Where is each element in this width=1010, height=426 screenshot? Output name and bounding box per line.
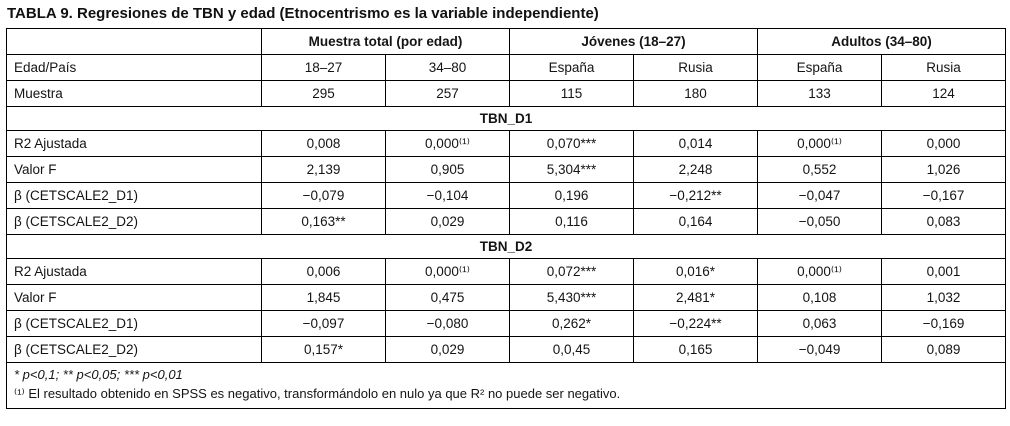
value-cell: −0,104 <box>384 182 511 209</box>
value-cell: 0,552 <box>757 156 883 183</box>
value-cell: 0,108 <box>757 284 883 311</box>
value-cell: −0,224** <box>633 310 759 337</box>
group-header-cell: Adultos (34–80) <box>757 28 1007 55</box>
value-cell: 257 <box>384 80 511 107</box>
column-header-cell: Rusia <box>633 54 759 81</box>
value-cell: 1,026 <box>881 156 1007 183</box>
value-cell: 0,165 <box>633 336 759 363</box>
value-cell: −0,047 <box>757 182 883 209</box>
value-cell: 0,000⁽¹⁾ <box>384 258 511 285</box>
value-cell: 5,430*** <box>509 284 635 311</box>
value-cell: 115 <box>509 80 635 107</box>
column-header-cell: 34–80 <box>384 54 511 81</box>
regression-table: Muestra total (por edad) Jóvenes (18–27) A… <box>5 28 1007 409</box>
value-cell: 0,000⁽¹⁾ <box>757 258 883 285</box>
data-row: Valor F 2,139 0,905 5,304*** 2,248 0,552 1,026 <box>6 156 1007 183</box>
value-cell: −0,212** <box>633 182 759 209</box>
row-label: Muestra <box>6 80 262 107</box>
data-row: R2 Ajustada 0,008 0,000⁽¹⁾ 0,070*** 0,014 0,0… <box>6 130 1007 157</box>
row-label: Valor F <box>6 284 262 311</box>
row-label: β (CETSCALE2_D1) <box>6 310 262 337</box>
value-cell: −0,050 <box>757 208 883 235</box>
group-header-row: Muestra total (por edad) Jóvenes (18–27) A… <box>6 28 1007 55</box>
value-cell: 0,164 <box>633 208 759 235</box>
data-row: β (CETSCALE2_D1) −0,097 −0,080 0,262* −0,224… <box>6 310 1007 337</box>
data-row: β (CETSCALE2_D2) 0,163** 0,029 0,116 0,164 −0… <box>6 208 1007 235</box>
value-cell: −0,169 <box>881 310 1007 337</box>
data-row: Valor F 1,845 0,475 5,430*** 2,481* 0,108 1,03… <box>6 284 1007 311</box>
value-cell: 0,016* <box>633 258 759 285</box>
value-cell: −0,097 <box>261 310 386 337</box>
footnote-row: * p<0,1; ** p<0,05; *** p<0,01 ⁽¹⁾ El res… <box>5 362 1007 409</box>
section-title: TBN_D1 <box>5 106 1007 131</box>
section-title: TBN_D2 <box>5 234 1007 259</box>
row-label: R2 Ajustada <box>6 130 262 157</box>
footnote-line: ⁽¹⁾ El resultado obtenido en SPSS es neg… <box>14 385 621 401</box>
value-cell: −0,049 <box>757 336 883 363</box>
sample-row: Muestra 295 257 115 180 133 124 <box>6 80 1007 107</box>
value-cell: 133 <box>757 80 883 107</box>
value-cell: 0,196 <box>509 182 635 209</box>
row-label: Edad/País <box>6 54 262 81</box>
row-label: β (CETSCALE2_D1) <box>6 182 262 209</box>
value-cell: 0,014 <box>633 130 759 157</box>
value-cell: 124 <box>881 80 1007 107</box>
section-header-row: TBN_D2 <box>5 234 1007 259</box>
row-label: Valor F <box>6 156 262 183</box>
row-label: R2 Ajustada <box>6 258 262 285</box>
data-row: R2 Ajustada 0,006 0,000⁽¹⁾ 0,072*** 0,016* 0,… <box>6 258 1007 285</box>
value-cell: −0,079 <box>261 182 386 209</box>
section-header-row: TBN_D1 <box>5 106 1007 131</box>
value-cell: 0,116 <box>509 208 635 235</box>
page: TABLA 9. Regresiones de TBN y edad (Etno… <box>5 5 1007 409</box>
value-cell: 0,029 <box>384 336 511 363</box>
value-cell: 0,063 <box>757 310 883 337</box>
corner-cell <box>6 28 262 55</box>
value-cell: 0,163** <box>261 208 386 235</box>
value-cell: 0,070*** <box>509 130 635 157</box>
value-cell: 1,845 <box>261 284 386 311</box>
value-cell: 1,032 <box>881 284 1007 311</box>
value-cell: 180 <box>633 80 759 107</box>
value-cell: 0,0,45 <box>509 336 635 363</box>
group-header-cell: Jóvenes (18–27) <box>509 28 759 55</box>
column-header-row: Edad/País 18–27 34–80 España Rusia España Rusi… <box>6 54 1007 81</box>
value-cell: 0,157* <box>261 336 386 363</box>
column-header-cell: España <box>757 54 883 81</box>
value-cell: 0,083 <box>881 208 1007 235</box>
value-cell: 2,139 <box>261 156 386 183</box>
data-row: β (CETSCALE2_D2) 0,157* 0,029 0,0,45 0,165 −0… <box>6 336 1007 363</box>
column-header-cell: España <box>509 54 635 81</box>
value-cell: 0,006 <box>261 258 386 285</box>
value-cell: −0,167 <box>881 182 1007 209</box>
value-cell: 0,029 <box>384 208 511 235</box>
footnote-line: * p<0,1; ** p<0,05; *** p<0,01 <box>14 367 183 382</box>
value-cell: 0,475 <box>384 284 511 311</box>
value-cell: 0,262* <box>509 310 635 337</box>
row-label: β (CETSCALE2_D2) <box>6 208 262 235</box>
value-cell: −0,080 <box>384 310 511 337</box>
value-cell: 2,248 <box>633 156 759 183</box>
value-cell: 0,072*** <box>509 258 635 285</box>
value-cell: 0,000⁽¹⁾ <box>384 130 511 157</box>
value-cell: 0,905 <box>384 156 511 183</box>
data-row: β (CETSCALE2_D1) −0,079 −0,104 0,196 −0,212*… <box>6 182 1007 209</box>
column-header-cell: Rusia <box>881 54 1007 81</box>
value-cell: 0,008 <box>261 130 386 157</box>
value-cell: 5,304*** <box>509 156 635 183</box>
value-cell: 0,000⁽¹⁾ <box>757 130 883 157</box>
table-title: TABLA 9. Regresiones de TBN y edad (Etno… <box>7 5 599 22</box>
value-cell: 0,000 <box>881 130 1007 157</box>
value-cell: 0,089 <box>881 336 1007 363</box>
value-cell: 295 <box>261 80 386 107</box>
table-body: Muestra total (por edad) Jóvenes (18–27) A… <box>5 28 1007 409</box>
group-header-cell: Muestra total (por edad) <box>260 28 511 55</box>
row-label: β (CETSCALE2_D2) <box>6 336 262 363</box>
value-cell: 0,001 <box>881 258 1007 285</box>
column-header-cell: 18–27 <box>261 54 386 81</box>
footnote-cell: * p<0,1; ** p<0,05; *** p<0,01 ⁽¹⁾ El res… <box>5 362 1007 409</box>
value-cell: 2,481* <box>633 284 759 311</box>
